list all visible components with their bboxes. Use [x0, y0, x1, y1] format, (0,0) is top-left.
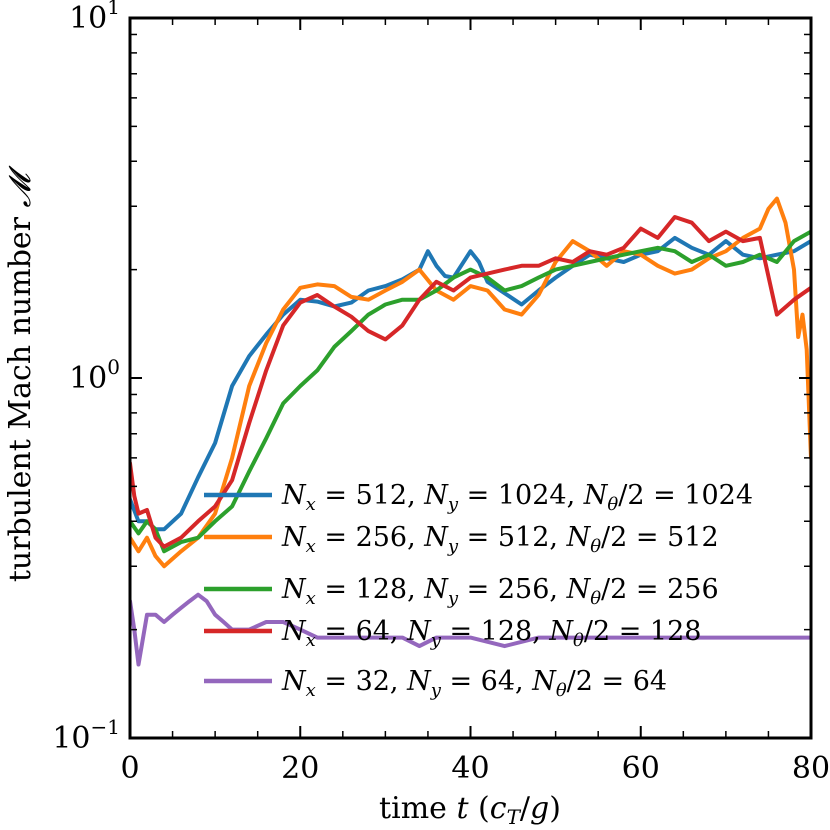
- x-tick-label: 0: [120, 751, 139, 786]
- legend: Nx = 512, Ny = 1024, Nθ/2 = 1024 Nx = 256…: [204, 480, 753, 701]
- ticks-layer: 0 20 40 60 80 10−1 100 101: [52, 0, 830, 786]
- y-tick-label: 10−1: [52, 715, 120, 756]
- series-layer: [130, 196, 811, 667]
- legend-entry-3: Nx = 64, Ny = 128, Nθ/2 = 128: [281, 616, 701, 651]
- legend-entry-2: Nx = 128, Ny = 256, Nθ/2 = 256: [281, 574, 719, 609]
- series-line-3: [130, 215, 811, 549]
- x-tick-label: 80: [792, 751, 830, 786]
- y-axis-title: turbulent Mach number 𝓜: [3, 164, 38, 582]
- x-tick-label: 20: [281, 751, 319, 786]
- legend-entry-0: Nx = 512, Ny = 1024, Nθ/2 = 1024: [281, 480, 753, 515]
- x-axis-title: time t (cT/g): [379, 791, 561, 829]
- y-tick-label: 100: [69, 355, 120, 396]
- series-line-4: [130, 592, 811, 667]
- legend-entry-4: Nx = 32, Ny = 64, Nθ/2 = 64: [281, 666, 667, 701]
- y-tick-label: 101: [69, 0, 120, 36]
- series-line-2: [130, 229, 811, 554]
- legend-entry-1: Nx = 256, Ny = 512, Nθ/2 = 512: [281, 522, 719, 557]
- series-line-1: [130, 196, 811, 569]
- x-tick-label: 40: [451, 751, 489, 786]
- x-tick-label: 60: [622, 751, 660, 786]
- series-line-0: [130, 235, 811, 532]
